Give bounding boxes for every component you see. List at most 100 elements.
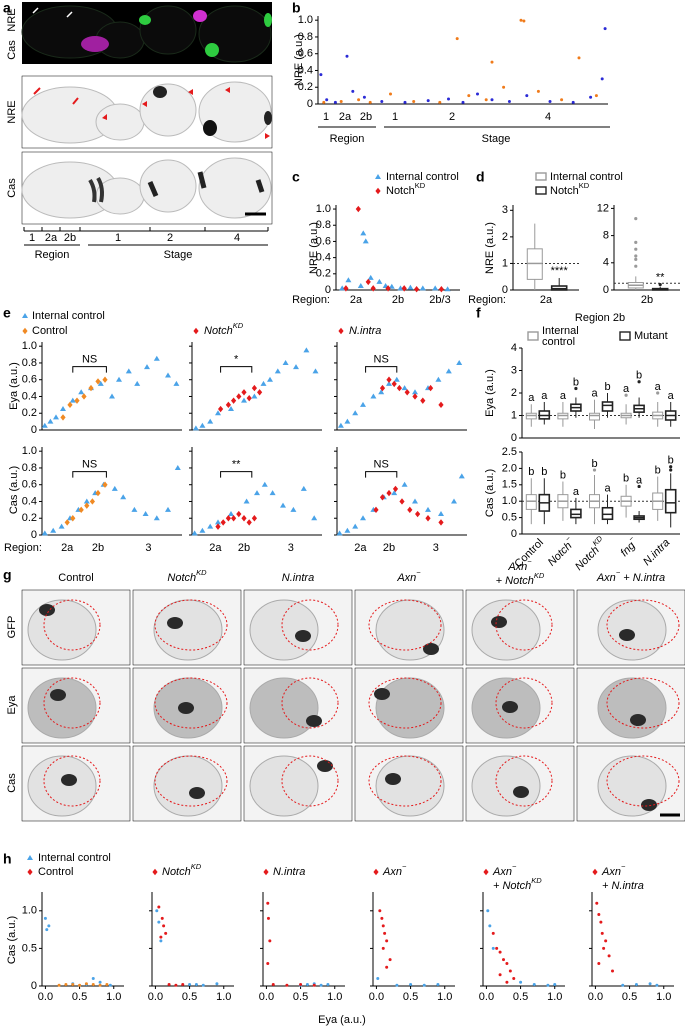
axis-group-label: Region — [330, 133, 365, 145]
label-part: fng — [618, 539, 638, 559]
legend-label: Internal control — [386, 171, 459, 183]
point — [111, 485, 118, 491]
point — [97, 380, 104, 386]
point — [70, 515, 76, 522]
point — [451, 498, 457, 504]
point — [218, 405, 224, 413]
point — [595, 901, 599, 905]
y-tick-label: 0.4 — [316, 252, 331, 264]
point — [385, 965, 389, 969]
outlier — [669, 468, 673, 472]
legend-marker — [193, 327, 199, 335]
point — [458, 473, 465, 479]
point — [498, 950, 502, 954]
point — [266, 901, 270, 905]
point — [199, 527, 206, 533]
legend-marker — [27, 868, 33, 876]
point — [339, 285, 346, 291]
y-tick-label: 0 — [31, 980, 37, 992]
point — [362, 238, 369, 244]
y-tick-label: 0.8 — [22, 357, 37, 369]
outlier — [634, 240, 638, 244]
y-tick-label: 0 — [511, 432, 517, 444]
point — [69, 397, 76, 403]
label-part: Axn — [507, 561, 527, 573]
point — [388, 958, 392, 962]
cell-cluster — [317, 760, 333, 772]
point — [116, 376, 122, 382]
outlier — [634, 264, 638, 268]
clone-outline — [606, 755, 680, 807]
group-letter: a — [560, 390, 567, 402]
significance: NS — [374, 459, 389, 471]
x-tick-label: 0.5 — [182, 991, 197, 1003]
region-label: 2b — [641, 294, 653, 306]
panel-letter: h — [3, 851, 12, 867]
point — [41, 530, 48, 536]
point — [360, 515, 366, 521]
point — [357, 98, 361, 102]
y-tick-label: 0.8 — [22, 462, 37, 474]
point — [600, 931, 604, 935]
point — [380, 916, 384, 920]
outlier — [658, 282, 662, 287]
point — [215, 519, 221, 525]
legend-marker — [27, 855, 33, 860]
point — [215, 410, 221, 416]
point — [269, 490, 276, 496]
point — [603, 27, 607, 31]
point — [246, 519, 252, 526]
region-label: 2a — [339, 111, 352, 123]
cell-cluster — [374, 688, 390, 700]
point — [414, 285, 420, 293]
clone-outline — [43, 755, 101, 807]
point — [194, 982, 198, 986]
point — [188, 982, 192, 986]
superscript: KD — [415, 181, 426, 190]
group-letter: b — [560, 469, 566, 481]
point — [319, 73, 323, 77]
legend-marker — [592, 868, 598, 876]
point — [362, 95, 366, 99]
stage-label: 4 — [234, 232, 240, 244]
region-label: 2b — [383, 542, 395, 554]
point — [88, 384, 94, 392]
y-axis-label: NRE (a.u.) — [484, 222, 496, 274]
point — [352, 523, 359, 529]
point — [84, 502, 90, 509]
y-tick-label: 2.5 — [502, 446, 517, 458]
egg-chamber — [27, 677, 97, 739]
egg-chamber — [27, 755, 97, 817]
point — [162, 924, 166, 928]
stage-label: 1 — [115, 232, 121, 244]
label-part: Notch — [386, 185, 415, 197]
label-part: Notch — [550, 185, 579, 197]
point — [655, 983, 659, 987]
point — [228, 406, 234, 412]
x-tick-label: 1.0 — [656, 991, 671, 1003]
point — [519, 18, 523, 22]
legend-marker — [263, 868, 269, 876]
point — [432, 285, 439, 291]
label-part: Notch — [573, 544, 602, 573]
subplot-title: Axn− — [492, 862, 517, 877]
point — [173, 380, 180, 386]
point — [280, 502, 286, 508]
region-label: 2a — [61, 542, 74, 554]
legend-marker — [338, 327, 344, 335]
point — [60, 406, 66, 412]
cell-cluster — [189, 787, 205, 799]
egg-chamber — [597, 677, 667, 739]
point — [412, 389, 418, 395]
clone-outline — [281, 599, 339, 651]
label-part: + N.intra — [620, 572, 665, 584]
point — [420, 397, 426, 404]
point — [357, 282, 364, 288]
label-part: Axn — [492, 866, 512, 878]
point — [546, 983, 550, 987]
point — [403, 100, 407, 104]
outlier — [574, 386, 578, 391]
